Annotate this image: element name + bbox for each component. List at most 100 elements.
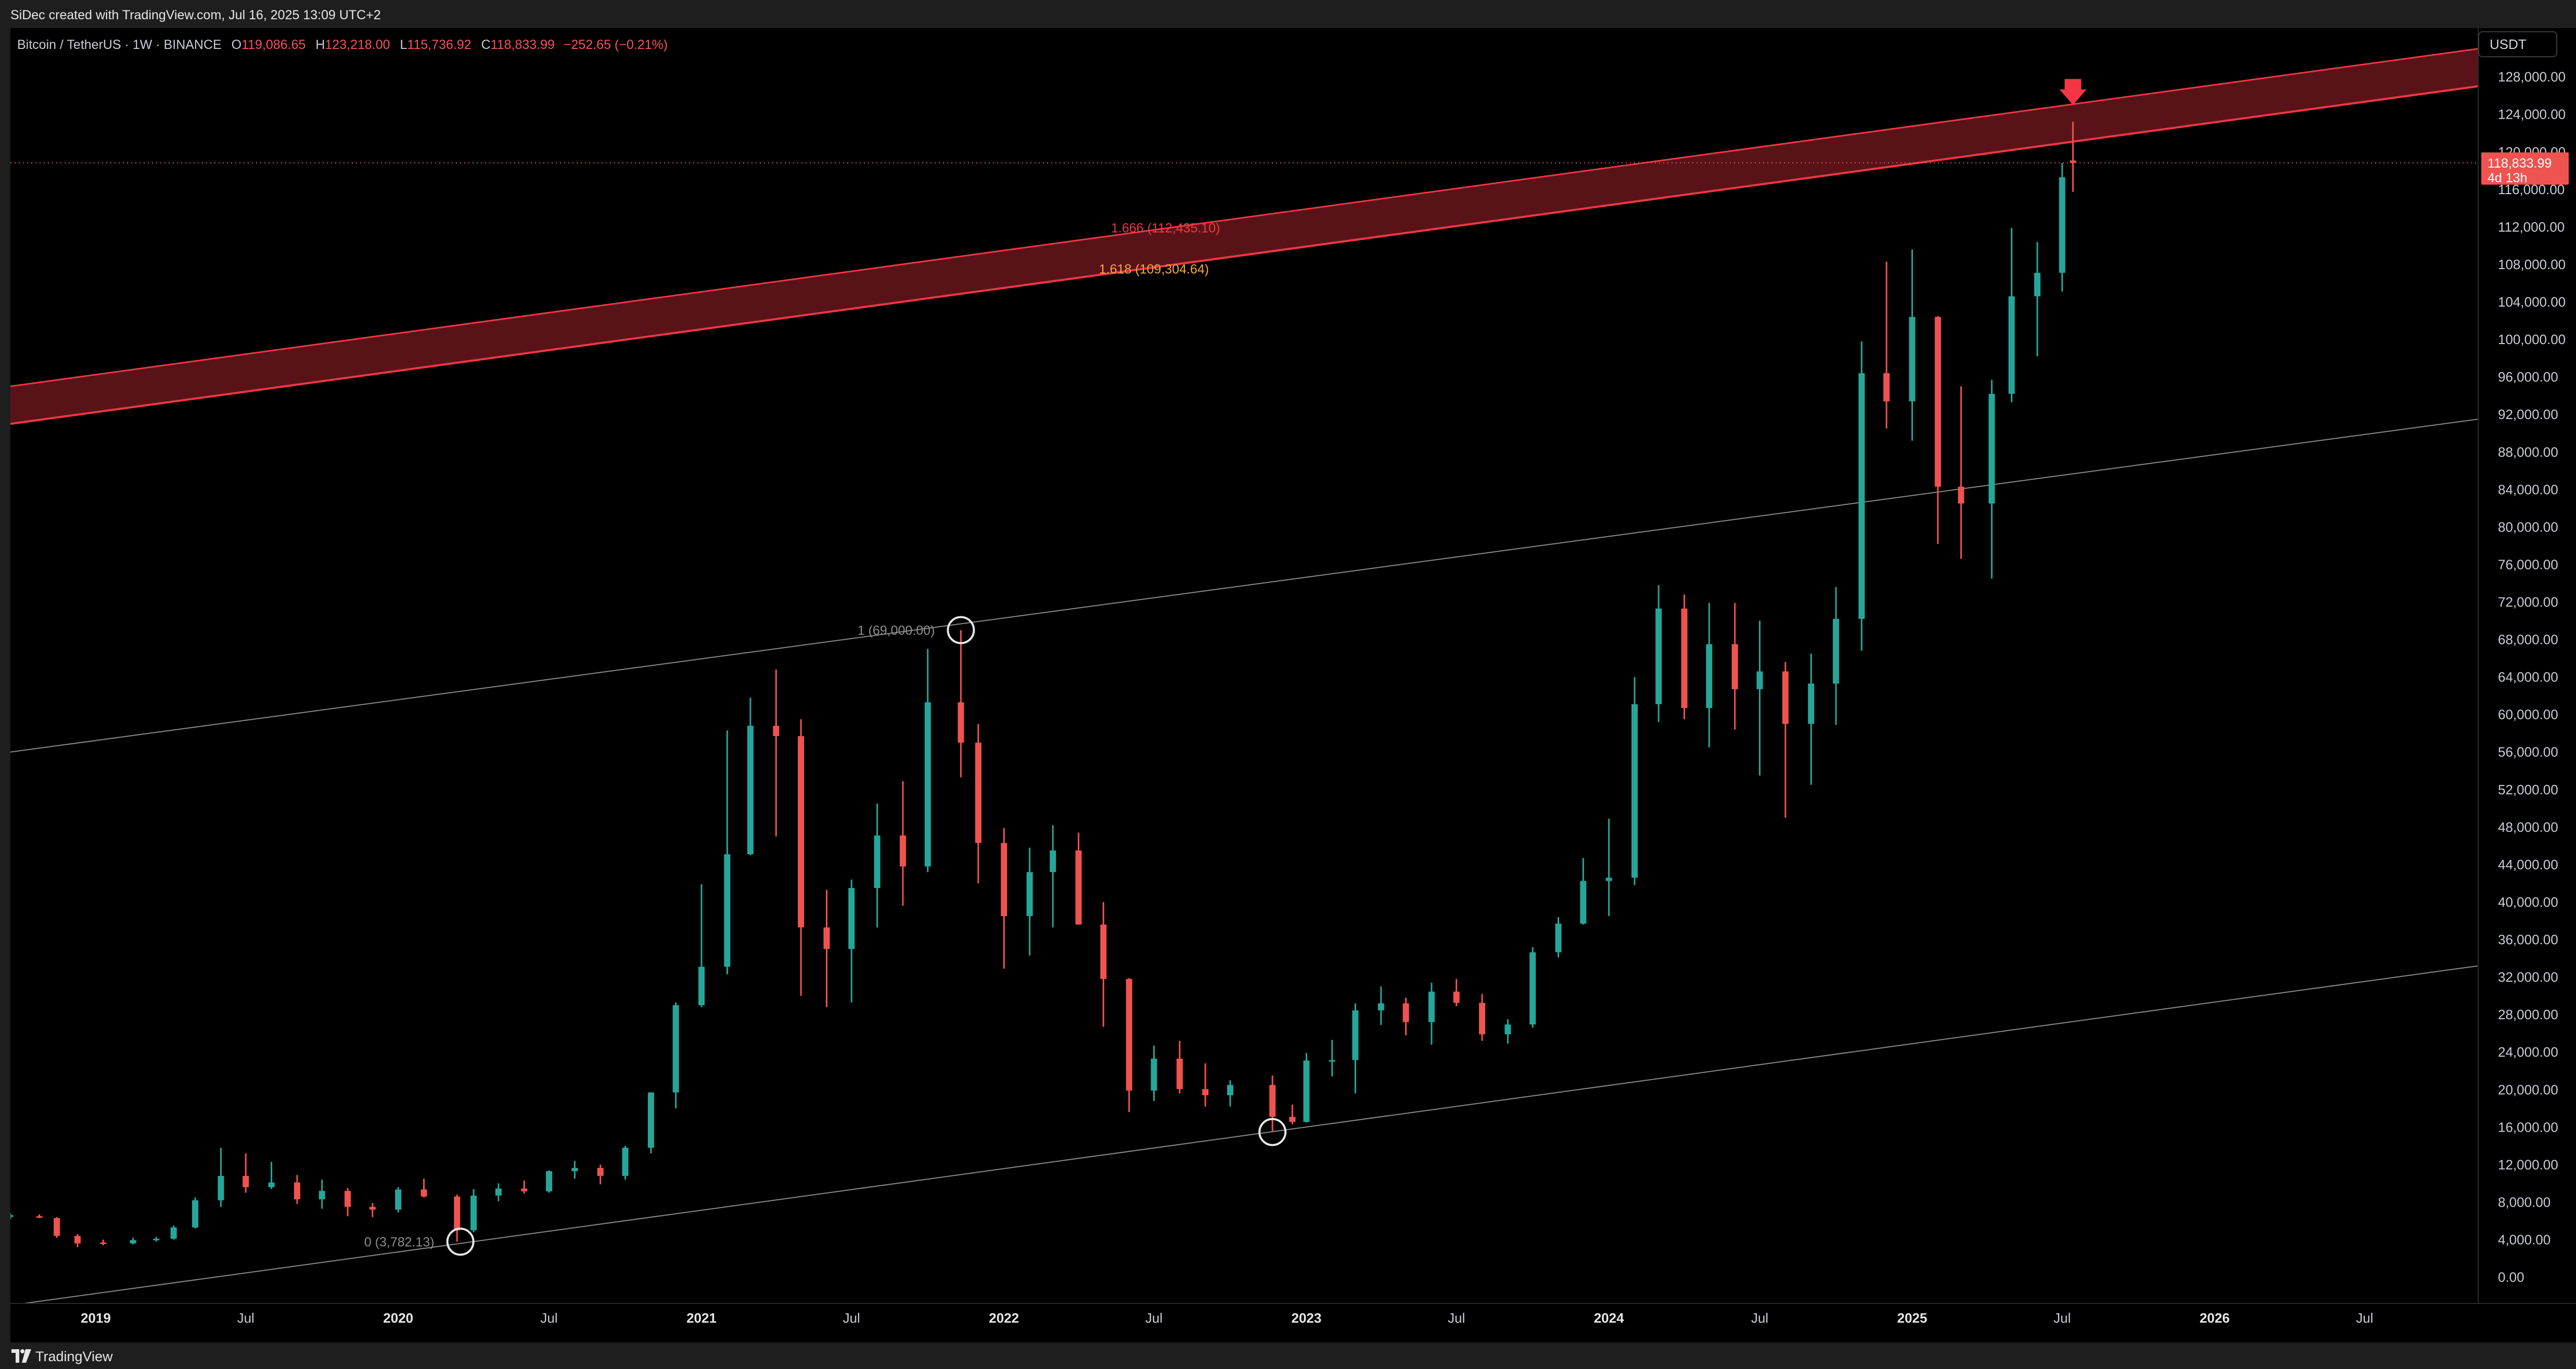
candle-body (1529, 952, 1536, 1025)
candle-body (647, 1092, 654, 1148)
time-tick-label: Jul (843, 1310, 860, 1326)
candle-body (597, 1168, 604, 1176)
candle-body (54, 1218, 60, 1236)
candle-body (546, 1171, 553, 1191)
price-tick-label: 20,000.00 (2498, 1082, 2558, 1097)
price-tick-label: 32,000.00 (2498, 969, 2558, 985)
candle-body (1479, 1003, 1486, 1034)
time-tick-label: 2026 (2200, 1310, 2230, 1326)
candle-body (1934, 316, 1941, 487)
price-tick-label: 96,000.00 (2498, 369, 2558, 385)
candle-body (495, 1188, 502, 1196)
candle-body (1176, 1058, 1183, 1089)
price-tick-label: 8,000.00 (2498, 1194, 2551, 1210)
time-tick-label: 2025 (1897, 1310, 1928, 1326)
time-tick-label: Jul (2356, 1310, 2373, 1326)
candle-body (1402, 1003, 1409, 1022)
candle-body (1303, 1060, 1310, 1122)
price-tick-label: 108,000.00 (2498, 257, 2566, 272)
candle-body (369, 1207, 376, 1210)
price-tick-label: 88,000.00 (2498, 444, 2558, 460)
candle-body (2008, 296, 2015, 394)
price-tick-label: 124,000.00 (2498, 107, 2566, 122)
candle-body (420, 1189, 427, 1197)
candle-body (1580, 881, 1587, 924)
time-tick-label: 2023 (1292, 1310, 1322, 1326)
time-tick-label: Jul (540, 1310, 557, 1326)
candle-body (724, 854, 731, 967)
candle-body (1289, 1117, 1296, 1122)
candle-body (1329, 1060, 1335, 1062)
low-value: 115,736.92 (407, 37, 471, 52)
candle-body (1126, 979, 1132, 1091)
candle-body (1453, 992, 1460, 1003)
price-tick-label: 44,000.00 (2498, 857, 2558, 872)
time-tick-label: 2021 (686, 1310, 717, 1326)
fib-level-label-1: 1.618 (109,304.64) (1099, 262, 1209, 277)
time-tick-label: Jul (1448, 1310, 1465, 1326)
candle-body (1958, 486, 1965, 504)
candle-body (153, 1238, 160, 1240)
candle-body (1988, 394, 1995, 504)
candle-body (1504, 1024, 1511, 1034)
low-label: L (400, 37, 407, 52)
price-chart[interactable]: 0 (3,782.13) 1 (69,000.00) 1.666 (112,435.… (7, 28, 2576, 1342)
candle-body (1026, 872, 1033, 916)
time-tick-label: Jul (1751, 1310, 1768, 1326)
time-tick-label: Jul (237, 1310, 254, 1326)
candle-body (1227, 1085, 1233, 1096)
candle-body (672, 1005, 679, 1093)
open-value: 119,086.65 (241, 37, 306, 52)
symbol-legend: Bitcoin / TetherUS · 1W · BINANCE O119,0… (17, 37, 668, 53)
candle-body (294, 1182, 300, 1200)
candle-body (1202, 1089, 1209, 1096)
candle-body (975, 742, 981, 843)
candle-body (454, 1196, 461, 1231)
tradingview-logo-icon (11, 1349, 31, 1363)
candle-body (1075, 850, 1082, 925)
pivot-circle-marker-1 (947, 616, 975, 644)
candle-body (1681, 609, 1688, 708)
candle-body (1832, 618, 1839, 684)
price-tick-label: 68,000.00 (2498, 632, 2558, 648)
last-price-countdown: 4d 13h (2488, 171, 2527, 185)
close-value: 118,833.99 (490, 37, 555, 52)
currency-button[interactable]: USDT (2478, 31, 2557, 57)
chart-area[interactable]: 0 (3,782.13) 1 (69,000.00) 1.666 (112,435.… (7, 28, 2576, 1342)
price-tick-label: 56,000.00 (2498, 744, 2558, 760)
price-tick-label: 128,000.00 (2498, 69, 2566, 85)
candle-body (130, 1240, 136, 1244)
candle-body (268, 1182, 275, 1187)
last-price-badge (2481, 152, 2569, 185)
candle-body (318, 1190, 325, 1200)
candle-body (1909, 316, 1916, 401)
candle-body (747, 726, 754, 855)
time-axis-bg (10, 1303, 2576, 1342)
candle-body (958, 702, 964, 743)
price-scale: 0.00 4,000.00 8,000.00 12,000.00 16,000.00 20… (2478, 28, 2576, 1342)
channel-line-lower (10, 965, 2479, 1306)
time-tick-label: 2024 (1594, 1310, 1624, 1326)
candle-body (1378, 1003, 1384, 1011)
attribution-text: SiDec created with TradingView.com, Jul … (10, 8, 381, 22)
candle-body (1655, 609, 1662, 704)
footer-brand: TradingView (35, 1349, 113, 1364)
price-tick-label: 60,000.00 (2498, 707, 2558, 722)
time-tick-label: 2019 (81, 1310, 111, 1326)
price-tick-label: 36,000.00 (2498, 932, 2558, 947)
candle-body (1428, 992, 1435, 1022)
fib-band-fill (10, 48, 2478, 424)
price-tick-label: 72,000.00 (2498, 594, 2558, 610)
change-value: −252.65 (−0.21%) (563, 37, 668, 52)
pivot-circle-marker-2 (1258, 1118, 1287, 1146)
price-tick-label: 84,000.00 (2498, 481, 2558, 497)
candle-body (1555, 923, 1562, 953)
fib-anchor-label-1: 1 (69,000.00) (858, 624, 935, 638)
price-tick-label: 112,000.00 (2498, 219, 2565, 235)
candle-body (874, 835, 881, 888)
price-tick-label: 16,000.00 (2498, 1119, 2558, 1135)
down-arrow-icon (2059, 79, 2087, 105)
candle-body (100, 1242, 107, 1244)
time-tick-label: Jul (1145, 1310, 1163, 1326)
candle-body (1756, 671, 1763, 690)
